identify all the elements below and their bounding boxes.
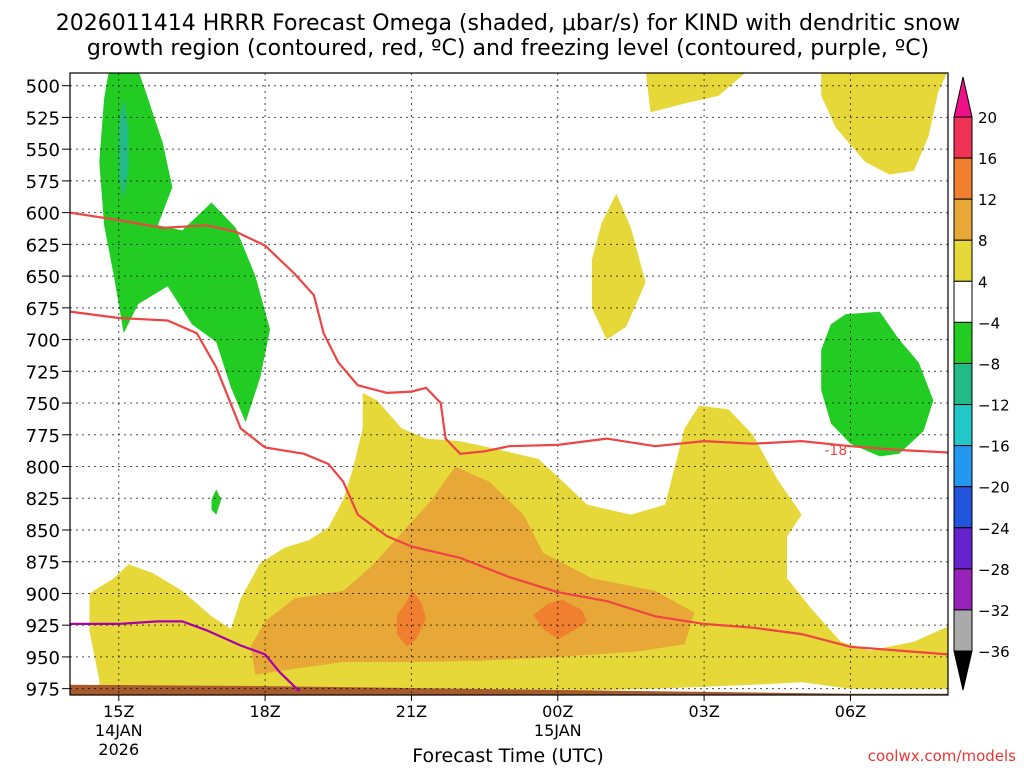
y-axis: 500 525 550 575 600 625 650 675 700 725 750 775 800 8… [26, 77, 70, 701]
contour-freezing_level_0C [70, 620, 301, 692]
contour-dgz_top_-18C [70, 211, 948, 455]
y-tick-label: 650 [26, 267, 60, 288]
plot-area: -18 500 525 550 575 600 625 650 675 700 725 750 775 8… [26, 72, 949, 759]
x-tick-label: 18Z [249, 702, 280, 721]
omega-region-3 [821, 73, 947, 175]
plot-frame [69, 72, 949, 696]
colorbar: 20 16 12 8 4 −4 −8 −12 −16 −20 −24 −28 −32 −36 [953, 76, 1010, 691]
y-tick-label: 900 [26, 584, 60, 605]
colorbar-segment [953, 609, 973, 652]
omega-region-5 [396, 589, 427, 647]
y-tick-label: 550 [26, 140, 60, 161]
y-tick-label: 750 [26, 394, 60, 415]
colorbar-segment [953, 198, 973, 241]
colorbar-label: −20 [978, 479, 1010, 497]
colorbar-segment [953, 486, 973, 529]
y-tick-label: 875 [26, 553, 60, 574]
colorbar-bottom-arrow [953, 650, 973, 691]
colorbar-segment [953, 404, 973, 447]
omega-region-10 [118, 98, 129, 200]
x-tick-sublabel: 14JAN [95, 721, 143, 740]
colorbar-segment [953, 239, 973, 282]
contour-label: -18 [824, 443, 847, 459]
contour-lines [70, 211, 948, 692]
y-tick-label: 625 [26, 235, 60, 256]
x-tick-sublabel: 2026 [98, 740, 139, 759]
chart-title-line1: 2026011414 HRRR Forecast Omega (shaded, … [56, 11, 961, 36]
y-tick-label: 725 [26, 362, 60, 383]
y-tick-label: 825 [26, 489, 60, 510]
colorbar-label: −24 [978, 520, 1010, 538]
y-tick-label: 500 [26, 77, 60, 98]
colorbar-segment [953, 527, 973, 570]
grid-lines [70, 73, 948, 695]
y-tick-label: 675 [26, 299, 60, 320]
y-tick-label: 525 [26, 108, 60, 129]
colorbar-label: 4 [978, 273, 988, 291]
watermark-text: coolwx.com/models [868, 747, 1016, 765]
colorbar-segment [953, 568, 973, 611]
colorbar-segment [953, 280, 973, 323]
colorbar-label: −8 [978, 355, 1000, 373]
colorbar-segment [953, 116, 973, 159]
colorbar-label: −12 [978, 397, 1010, 415]
x-tick-label: 03Z [688, 702, 719, 721]
x-tick-label: 06Z [835, 702, 866, 721]
x-tick-label: 00Z [542, 702, 573, 721]
x-axis-label: Forecast Time (UTC) [412, 745, 603, 767]
x-tick-sublabel: 15JAN [534, 721, 582, 740]
y-tick-label: 925 [26, 616, 60, 637]
y-tick-label: 800 [26, 458, 60, 479]
y-tick-label: 700 [26, 331, 60, 352]
colorbar-label: 20 [978, 109, 997, 127]
colorbar-label: −36 [978, 643, 1010, 661]
y-tick-label: 950 [26, 648, 60, 669]
colorbar-label: 8 [978, 232, 988, 250]
colorbar-top-arrow [953, 76, 973, 118]
omega-region-1 [591, 193, 646, 340]
colorbar-segment [953, 445, 973, 488]
colorbar-segment [953, 157, 973, 200]
shaded-regions [70, 73, 948, 695]
colorbar-label: 16 [978, 150, 997, 168]
y-tick-label: 850 [26, 521, 60, 542]
colorbar-label: −4 [978, 314, 1000, 332]
colorbar-label: −28 [978, 561, 1010, 579]
y-tick-label: 775 [26, 426, 60, 447]
colorbar-label: 12 [978, 191, 997, 209]
colorbar-label: −32 [978, 602, 1010, 620]
y-tick-label: 575 [26, 172, 60, 193]
colorbar-segment [953, 362, 973, 406]
colorbar-segment [953, 321, 973, 364]
x-tick-label: 21Z [396, 702, 427, 721]
surface-terrain [70, 684, 948, 695]
colorbar-label: −16 [978, 438, 1010, 456]
omega-region-6 [533, 599, 587, 640]
contour-dgz_bottom_-12C [70, 310, 948, 656]
omega-region-9 [821, 311, 934, 457]
omega-region-2 [645, 73, 746, 113]
omega-region-8 [211, 489, 222, 515]
omega-region-7 [99, 73, 270, 423]
y-tick-label: 975 [26, 680, 60, 701]
chart-title-line2: growth region (contoured, red, ºC) and f… [87, 36, 929, 61]
x-tick-label: 15Z [103, 702, 134, 721]
y-tick-label: 600 [26, 204, 60, 225]
